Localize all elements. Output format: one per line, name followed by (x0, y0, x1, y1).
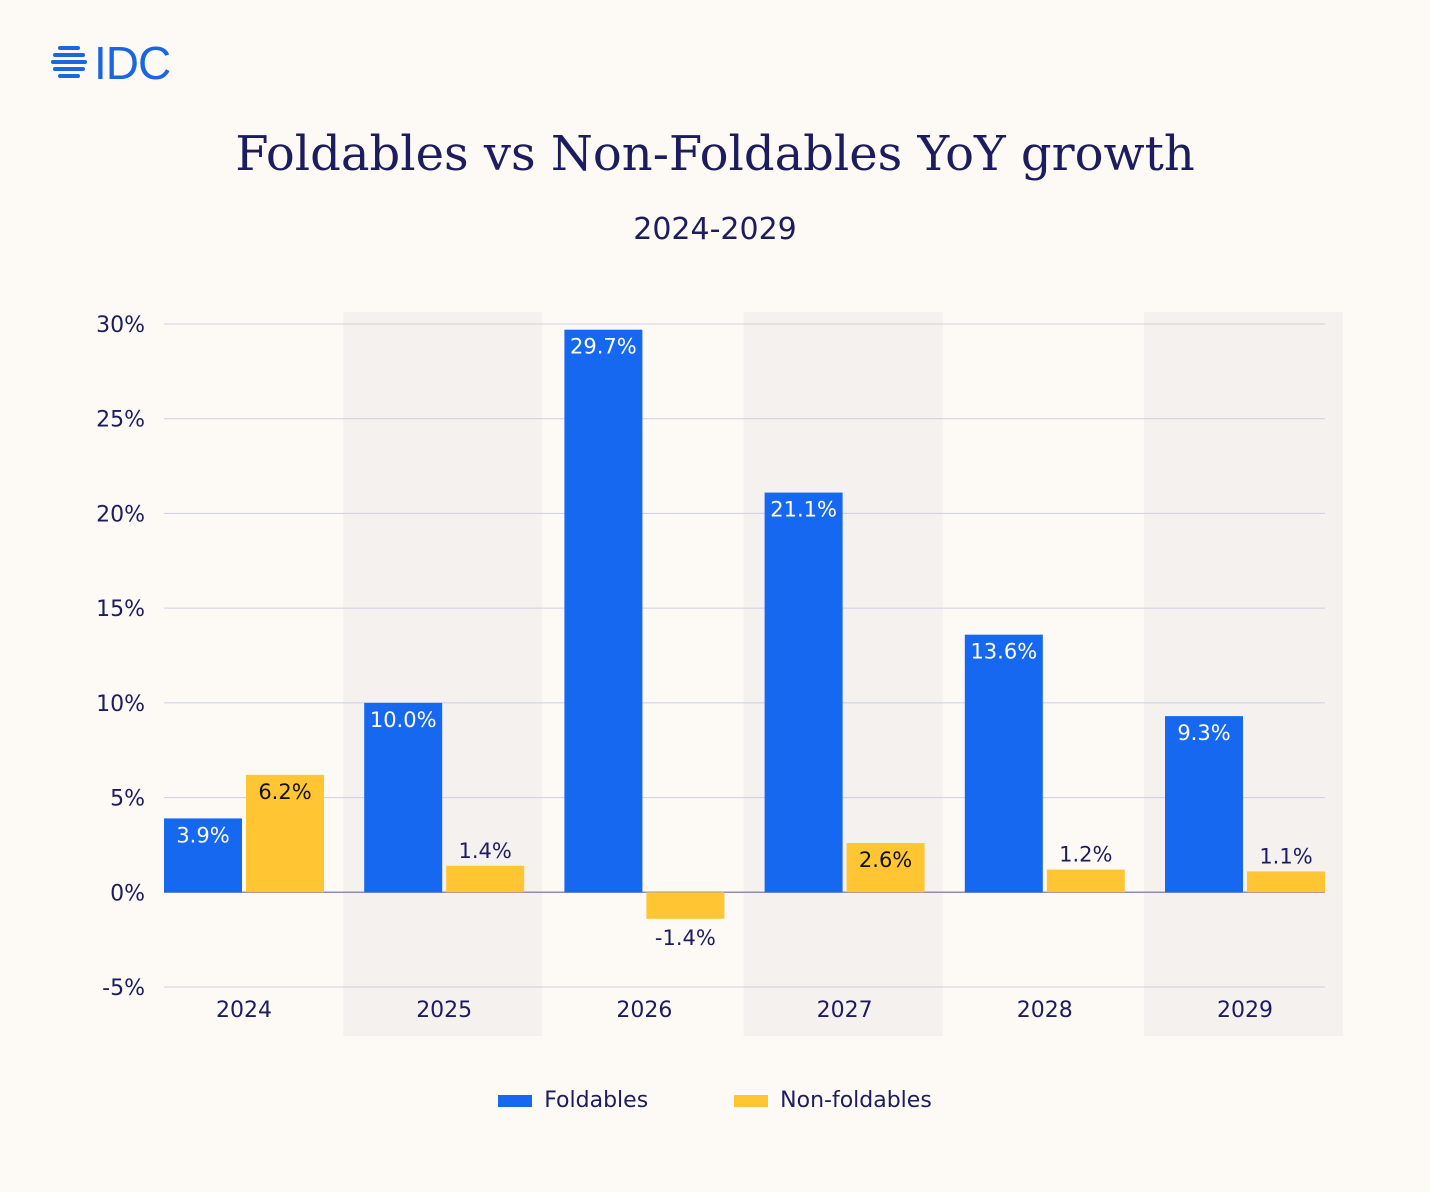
y-tick-label: -5% (102, 976, 145, 1001)
foldables-bar-2026 (564, 329, 643, 893)
foldables-bar-2024 (164, 818, 242, 893)
y-tick-label: 25% (96, 408, 145, 433)
chart-subtitle: 2024-2029 (633, 212, 797, 247)
non-foldables-bar-2024 (246, 774, 324, 893)
y-tick-label: 0% (110, 881, 145, 906)
y-tick-label: 5% (110, 787, 145, 812)
x-tick-label: 2025 (416, 998, 472, 1023)
foldables-bar-2029 (1165, 716, 1243, 893)
data-label: 3.9% (176, 823, 229, 847)
y-tick-label: 10% (96, 692, 145, 717)
y-tick-label: 15% (96, 597, 145, 622)
logo-text: IDC (94, 37, 171, 89)
idc-logo: IDC (50, 37, 171, 89)
legend-swatch-non-foldables (734, 1094, 769, 1107)
x-tick-label: 2028 (1017, 998, 1073, 1023)
foldables-bar-2025 (364, 702, 443, 893)
y-tick-label: 30% (96, 313, 145, 338)
data-label: 13.6% (970, 640, 1037, 664)
data-label: -1.4% (655, 926, 716, 950)
data-label: 10.0% (370, 708, 437, 732)
data-label: 6.2% (258, 780, 311, 804)
band-2025 (343, 312, 543, 1036)
legend-swatch-foldables (498, 1094, 533, 1107)
non-foldables-bar-2025 (446, 865, 525, 893)
band-2029 (1144, 312, 1343, 1036)
data-label: 29.7% (570, 335, 637, 359)
x-tick-label: 2024 (216, 998, 272, 1023)
x-tick-label: 2027 (817, 998, 873, 1023)
y-tick-label: 20% (96, 502, 145, 527)
non-foldables-bar-2028 (1046, 869, 1125, 893)
data-label: 1.1% (1259, 844, 1312, 868)
legend-item-foldables: Foldables (498, 1088, 648, 1113)
data-label: 1.2% (1059, 843, 1112, 867)
legend-item-non-foldables: Non-foldables (734, 1088, 932, 1113)
legend-label-foldables: Foldables (544, 1088, 649, 1113)
legend-label-non-foldables: Non-foldables (780, 1088, 932, 1113)
data-label: 9.3% (1177, 721, 1230, 745)
data-label: 1.4% (459, 839, 512, 863)
x-tick-label: 2029 (1217, 998, 1273, 1023)
foldables-bar-2027 (764, 492, 843, 893)
data-label: 21.1% (770, 498, 837, 522)
idc-globe-icon (51, 46, 87, 78)
non-foldables-bar-2027 (846, 843, 925, 893)
chart-title: Foldables vs Non-Foldables YoY growth (235, 126, 1195, 182)
non-foldables-bar-2026 (646, 892, 725, 919)
foldables-bar-2028 (964, 634, 1043, 893)
x-tick-label: 2026 (616, 998, 672, 1023)
data-label: 2.6% (859, 848, 912, 872)
legend: Foldables Non-foldables (0, 1088, 1430, 1113)
non-foldables-bar-2029 (1247, 871, 1325, 893)
